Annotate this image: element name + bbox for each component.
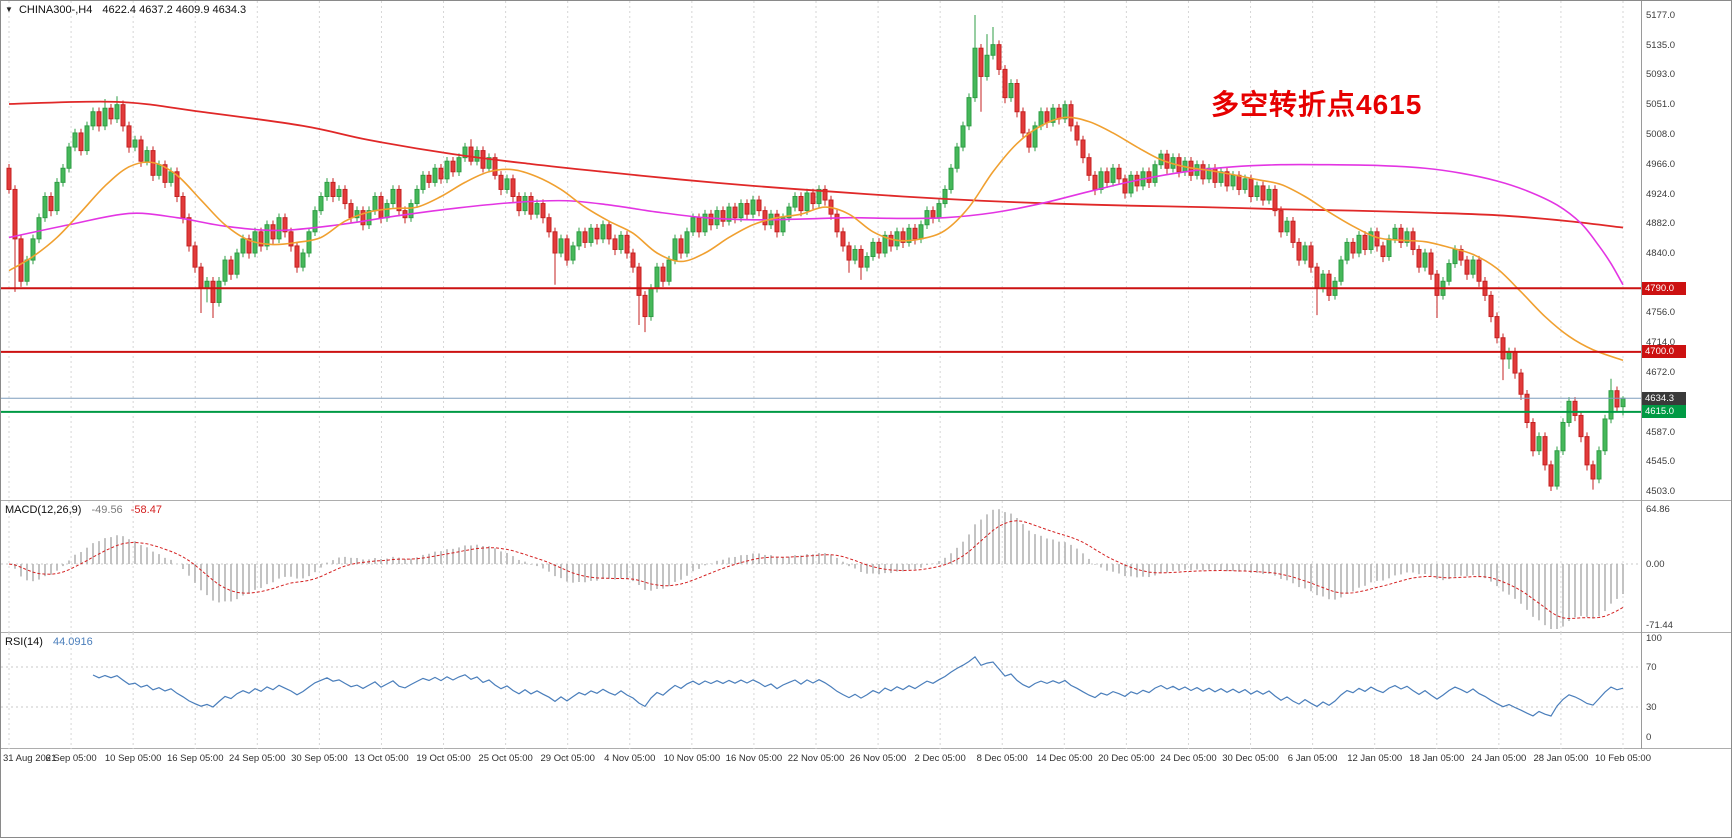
price-axis-tick: 5051.0 <box>1646 98 1676 110</box>
date-label: 10 Nov 05:00 <box>663 753 721 764</box>
date-label: 25 Oct 05:00 <box>478 753 533 764</box>
date-label: 20 Dec 05:00 <box>1098 753 1155 764</box>
rsi-axis-tick: 0 <box>1646 732 1652 743</box>
date-label: 22 Nov 05:00 <box>787 753 845 764</box>
ma-slow-red <box>8 100 1624 229</box>
price-axis-tick: 4882.0 <box>1646 218 1676 230</box>
price-axis-tick: 4503.0 <box>1646 486 1676 497</box>
date-label: 19 Oct 05:00 <box>416 753 471 764</box>
rsi-header: RSI(14) 44.0916 <box>5 636 93 648</box>
candlestick-chart[interactable] <box>1 1 1732 501</box>
rsi-panel[interactable]: RSI(14) 44.0916 100 70 30 0 <box>1 633 1732 749</box>
price-axis-tick: 4840.0 <box>1646 248 1676 259</box>
price-axis-tick: 5008.0 <box>1646 129 1676 141</box>
date-label: 31 Aug 2021 <box>3 753 57 764</box>
price-axis-tick: 5177.0 <box>1646 10 1676 21</box>
rsi-axis-tick: 100 <box>1646 633 1662 644</box>
price-axis-tick: 4714.0 <box>1646 336 1676 348</box>
price-axis-tick: 4756.0 <box>1646 307 1676 319</box>
date-label: 12 Jan 05:00 <box>1347 753 1403 764</box>
date-label: 30 Sep 05:00 <box>291 753 348 764</box>
date-label: 10 Feb 05:00 <box>1595 753 1651 764</box>
price-badge-4615.0: 4615.0 <box>1642 405 1686 419</box>
date-label: 10 Sep 05:00 <box>104 753 162 764</box>
macd-axis-tick: 0.00 <box>1646 559 1665 570</box>
date-label: 8 Dec 05:00 <box>976 753 1028 764</box>
vertical-gridlines <box>8 633 1624 749</box>
date-label: 18 Jan 05:00 <box>1409 753 1465 764</box>
rsi-axis-tick: 70 <box>1646 662 1657 673</box>
date-label: 26 Nov 05:00 <box>849 753 907 764</box>
date-label: 24 Dec 05:00 <box>1160 753 1217 764</box>
macd-histogram <box>14 509 1624 629</box>
date-label: 29 Oct 05:00 <box>540 753 595 764</box>
price-badge-4790.0: 4790.0 <box>1642 281 1686 295</box>
rsi-line <box>92 655 1624 717</box>
price-axis-tick: 5093.0 <box>1646 69 1676 81</box>
symbol-period-label: CHINA300-,H4 <box>18 4 93 16</box>
candles-layer <box>6 15 1626 491</box>
price-axis-tick: 5135.0 <box>1646 39 1676 51</box>
macd-panel[interactable]: MACD(12,26,9) -49.56 -58.47 64.86 0.00 -71… <box>1 501 1732 633</box>
current-price-badge: 4634.3 <box>1642 391 1686 405</box>
price-axis-tick: 4924.0 <box>1646 188 1676 200</box>
rsi-axis-tick: 30 <box>1646 702 1657 713</box>
date-label: 6 Jan 05:00 <box>1287 753 1338 764</box>
date-label: 13 Oct 05:00 <box>354 753 409 764</box>
macd-chart[interactable] <box>1 501 1732 633</box>
macd-signal-line <box>8 520 1624 620</box>
macd-label: MACD(12,26,9) <box>5 504 82 516</box>
turning-point-annotation: 多空转折点4615 <box>1211 89 1423 120</box>
time-axis[interactable]: 31 Aug 2021 6 Sep 05:00 10 Sep 05:00 16 Sep… <box>1 749 1731 775</box>
date-label: 16 Sep 05:00 <box>166 753 224 764</box>
collapse-chart-icon[interactable]: ▼ <box>5 5 13 14</box>
date-label: 2 Dec 05:00 <box>914 753 966 764</box>
price-axis-tick: 4545.0 <box>1646 456 1676 468</box>
macd-axis-tick: -71.44 <box>1646 619 1673 631</box>
date-label: 24 Sep 05:00 <box>229 753 286 764</box>
chart-ohlc-header: ▼ CHINA300-,H4 4622.4 4637.2 4609.9 4634… <box>5 4 246 16</box>
vertical-gridlines <box>8 1 1624 501</box>
price-axis-tick: 4966.0 <box>1646 159 1676 170</box>
date-label: 30 Dec 05:00 <box>1222 753 1279 764</box>
date-label: 14 Dec 05:00 <box>1036 753 1093 764</box>
price-axis-separator <box>1641 1 1642 749</box>
date-label: 6 Sep 05:00 <box>45 753 97 764</box>
date-label: 16 Nov 05:00 <box>725 753 783 764</box>
date-label: 24 Jan 05:00 <box>1471 753 1527 764</box>
price-axis-tick: 4587.0 <box>1646 426 1676 438</box>
date-label: 4 Nov 05:00 <box>604 753 656 764</box>
ohlc-values: 4622.4 4637.2 4609.9 4634.3 <box>102 4 247 16</box>
macd-main-value: -49.56 <box>91 504 123 516</box>
macd-axis-tick: 64.86 <box>1646 503 1670 515</box>
macd-signal-value: -58.47 <box>130 504 162 516</box>
macd-header: MACD(12,26,9) -49.56 -58.47 <box>5 504 162 516</box>
vertical-gridlines <box>8 501 1624 633</box>
rsi-label: RSI(14) <box>5 636 43 648</box>
rsi-value: 44.0916 <box>52 636 93 648</box>
price-axis-tick: 4672.0 <box>1646 366 1676 378</box>
price-badge-4700.0: 4700.0 <box>1642 345 1686 359</box>
ma-fast-orange <box>8 116 1624 362</box>
date-label: 28 Jan 05:00 <box>1533 753 1589 764</box>
main-chart-panel[interactable]: ▼ CHINA300-,H4 4622.4 4637.2 4609.9 4634… <box>1 1 1732 501</box>
rsi-chart[interactable] <box>1 633 1732 749</box>
